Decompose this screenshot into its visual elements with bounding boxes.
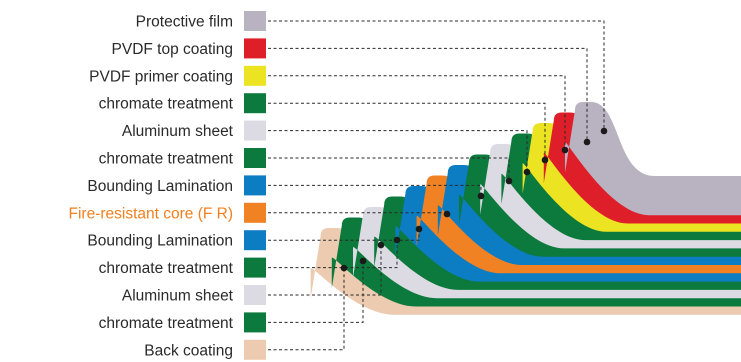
leader-dot-chromate-treatment-4 [359, 257, 367, 265]
layer-swatch-fire-resistant-core [244, 202, 266, 223]
layer-label-aluminum-sheet-2: Aluminum sheet [122, 288, 234, 305]
leader-line-bounding-lamination-2 [268, 229, 420, 241]
leader-lines [268, 20, 608, 351]
leader-line-bounding-lamination-1 [268, 184, 482, 196]
layer-label-aluminum-sheet-1: Aluminum sheet [122, 123, 234, 140]
leader-dot-pvdf-primer-coating [561, 146, 569, 154]
leader-dot-aluminum-sheet-1 [523, 168, 531, 176]
leader-dot-protective-film [600, 127, 608, 135]
leader-dot-pvdf-top-coating [583, 138, 591, 146]
leader-line-aluminum-sheet-1 [268, 130, 528, 172]
leader-dot-back-coating [340, 264, 348, 272]
layer-label-bounding-lamination-2: Bounding Lamination [87, 233, 233, 250]
layer-swatch-chromate-treatment-2 [244, 148, 266, 168]
layer-swatch-chromate-treatment-4 [244, 312, 266, 333]
leader-line-pvdf-top-coating [268, 47, 588, 142]
layer-swatch-pvdf-primer-coating [244, 65, 266, 86]
layer-label-back-coating: Back coating [144, 342, 233, 359]
leader-dot-bounding-lamination-1 [477, 192, 485, 200]
layer-label-chromate-treatment-1: chromate treatment [99, 96, 234, 113]
leader-line-pvdf-primer-coating [268, 75, 566, 150]
layer-swatch-pvdf-top-coating [244, 38, 266, 59]
layer-label-bounding-lamination-1: Bounding Lamination [87, 178, 233, 195]
layer-swatch-chromate-treatment-1 [244, 93, 266, 114]
leader-dot-aluminum-sheet-2 [377, 241, 385, 249]
layer-swatch-bounding-lamination-2 [244, 230, 266, 251]
leader-dot-chromate-treatment-2 [505, 177, 513, 185]
layer-label-pvdf-primer-coating: PVDF primer coating [89, 68, 233, 85]
leader-dot-chromate-treatment-3 [393, 236, 401, 244]
layer-swatch-aluminum-sheet-2 [244, 285, 266, 305]
panel-cross-section [310, 102, 741, 315]
layer-swatch-chromate-treatment-3 [244, 257, 266, 278]
layer-swatch-protective-film [244, 11, 266, 31]
layer-label-chromate-treatment-4: chromate treatment [99, 315, 234, 332]
layer-swatch-back-coating [244, 339, 266, 360]
layer-band-protective-film [565, 102, 741, 216]
layer-swatch-bounding-lamination-1 [244, 175, 266, 196]
layer-label-pvdf-top-coating: PVDF top coating [112, 41, 233, 58]
leader-line-protective-film [268, 20, 605, 131]
leader-dot-chromate-treatment-1 [541, 156, 549, 164]
layer-label-fire-resistant-core: Fire-resistant core (F R) [69, 205, 234, 222]
layer-label-protective-film: Protective film [136, 14, 233, 31]
layer-label-chromate-treatment-3: chromate treatment [99, 260, 234, 277]
leader-line-chromate-treatment-1 [268, 102, 546, 160]
layer-label-chromate-treatment-2: chromate treatment [99, 151, 234, 168]
leader-line-chromate-treatment-3 [268, 240, 398, 269]
leader-dot-fire-resistant-core [443, 210, 451, 218]
leader-dot-bounding-lamination-2 [415, 225, 423, 233]
layer-legend: Protective film PVDF top coating PVDF prim… [69, 11, 266, 360]
layer-swatch-aluminum-sheet-1 [244, 120, 266, 141]
leader-line-chromate-treatment-4 [268, 261, 364, 323]
leader-line-aluminum-sheet-2 [268, 245, 382, 296]
